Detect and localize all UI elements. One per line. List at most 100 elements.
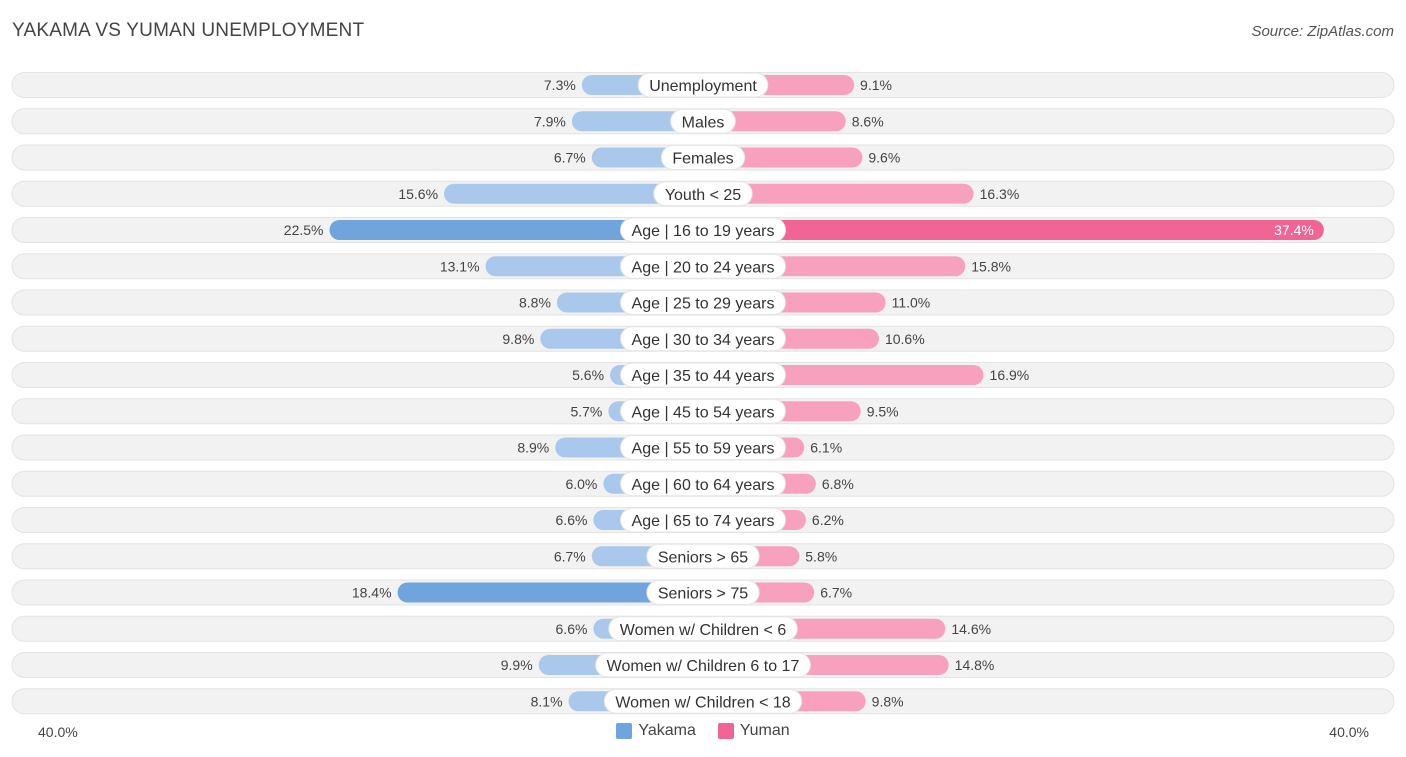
category-label: Age | 25 to 29 years: [632, 296, 775, 313]
chart-row: 8.1% 9.8% Women w/ Children < 18: [11, 688, 1395, 715]
legend-label-yakama: Yakama: [638, 722, 696, 739]
category-pill: [620, 326, 786, 352]
category-pill: [603, 688, 803, 714]
chart-row: 5.7% 9.5% Age | 45 to 54 years: [11, 398, 1395, 425]
bar-yakama[interactable]: [444, 183, 703, 204]
value-label-yuman: 14.8%: [955, 657, 995, 673]
value-label-yuman: 9.5%: [867, 403, 899, 419]
value-label-yakama: 6.6%: [556, 512, 588, 528]
chart-row: 7.9% 8.6% Males: [11, 108, 1395, 135]
chart-row: 18.4% 6.7% Seniors > 75: [11, 579, 1395, 606]
category-label: Women w/ Children < 6: [620, 622, 787, 639]
value-label-yakama: 5.6%: [572, 367, 604, 383]
legend-item-yuman[interactable]: Yuman: [717, 722, 790, 740]
category-pill: [595, 652, 811, 678]
chart-row: 6.6% 14.6% Women w/ Children < 6: [11, 615, 1395, 642]
chart-row: 13.1% 15.8% Age | 20 to 24 years: [11, 253, 1395, 280]
bar-yuman[interactable]: [703, 183, 974, 204]
value-label-yakama: 9.8%: [502, 331, 534, 347]
value-label-yuman: 14.6%: [951, 621, 991, 637]
category-pill: [646, 580, 760, 605]
category-pill: [646, 543, 760, 569]
category-label: Age | 16 to 19 years: [632, 223, 775, 240]
legend-label-yuman: Yuman: [739, 722, 790, 739]
value-label-yuman: 16.3%: [980, 186, 1020, 202]
category-label: Males: [682, 114, 725, 131]
category-pill: [620, 398, 786, 424]
source-label: Source: ZipAtlas.com: [1251, 23, 1394, 40]
value-label-yuman: 15.8%: [971, 258, 1011, 274]
category-label: Age | 55 to 59 years: [632, 441, 775, 458]
category-label: Females: [672, 151, 733, 168]
value-label-yuman: 6.7%: [820, 585, 852, 601]
value-label-yuman: 8.6%: [852, 113, 884, 129]
value-label-yakama: 6.0%: [565, 476, 597, 492]
value-label-yakama: 7.3%: [544, 77, 576, 93]
value-label-yakama: 9.9%: [501, 657, 533, 673]
category-label: Youth < 25: [665, 187, 741, 204]
category-label: Unemployment: [649, 78, 757, 95]
axis-label-right: 40.0%: [1329, 724, 1369, 740]
category-pill: [653, 181, 753, 207]
category-pill: [660, 145, 746, 170]
category-label: Seniors > 75: [658, 586, 748, 603]
category-label: Women w/ Children < 18: [615, 694, 790, 711]
bar-yakama[interactable]: [397, 582, 703, 603]
chart-row: 5.6% 16.9% Age | 35 to 44 years: [11, 362, 1395, 388]
value-label-yakama: 22.5%: [284, 222, 324, 238]
value-label-yuman: 9.6%: [868, 150, 900, 166]
chart-title: YAKAMA VS YUMAN UNEMPLOYMENT: [12, 20, 365, 41]
bar-yuman[interactable]: [703, 220, 1324, 240]
legend: Yakama Yuman: [0, 722, 1406, 740]
category-pill: [620, 471, 786, 497]
legend-item-yakama[interactable]: Yakama: [616, 722, 696, 740]
value-label-yuman: 11.0%: [892, 295, 931, 311]
category-pill: [620, 362, 786, 388]
category-label: Age | 20 to 24 years: [632, 259, 775, 276]
bar-yakama[interactable]: [571, 111, 703, 132]
category-label: Seniors > 65: [658, 549, 748, 566]
value-label-yakama: 7.9%: [534, 113, 566, 129]
bar-yakama[interactable]: [329, 220, 704, 240]
value-label-yuman: 6.2%: [812, 512, 844, 528]
bar-yuman[interactable]: [703, 111, 846, 132]
value-label-yuman: 5.8%: [805, 548, 837, 564]
value-label-yakama: 6.6%: [556, 621, 588, 637]
value-label-yakama: 15.6%: [398, 186, 438, 202]
value-label-yakama: 6.7%: [554, 548, 586, 564]
value-label-yakama: 5.7%: [570, 403, 602, 419]
value-label-yakama: 13.1%: [440, 258, 480, 274]
chart-row: 9.8% 10.6% Age | 30 to 34 years: [11, 325, 1395, 352]
category-pill: [620, 253, 786, 279]
category-pill: [608, 616, 798, 642]
value-label-yuman: 16.9%: [990, 367, 1030, 383]
chart-row: 6.7% 5.8% Seniors > 65: [11, 543, 1395, 570]
chart-row: 9.9% 14.8% Women w/ Children 6 to 17: [11, 652, 1395, 678]
category-label: Age | 45 to 54 years: [632, 404, 775, 421]
value-label-yuman: 9.1%: [860, 77, 892, 93]
chart-row: 8.9% 6.1% Age | 55 to 59 years: [11, 434, 1395, 461]
value-label-yakama: 6.7%: [554, 150, 586, 166]
value-label-yakama: 8.1%: [531, 693, 563, 709]
value-label-yuman: 10.6%: [885, 331, 925, 347]
category-label: Women w/ Children 6 to 17: [607, 658, 800, 675]
chart-row: 6.7% 9.6% Females: [11, 144, 1395, 171]
value-label-yuman: 37.4%: [1274, 222, 1314, 238]
chart-row: 7.3% 9.1% Unemployment: [11, 72, 1395, 98]
chart-row: 22.5% 37.4% Age | 16 to 19 years: [11, 217, 1395, 243]
chart-row: 6.0% 6.8% Age | 60 to 64 years: [11, 470, 1395, 497]
value-label-yuman: 9.8%: [872, 693, 904, 709]
value-label-yuman: 6.8%: [822, 476, 854, 492]
category-pill: [620, 507, 786, 533]
value-label-yuman: 6.1%: [810, 440, 842, 456]
category-label: Age | 60 to 64 years: [632, 477, 775, 494]
value-label-yakama: 8.8%: [519, 295, 551, 311]
chart-row: 6.6% 6.2% Age | 65 to 74 years: [11, 507, 1395, 533]
axis-label-left: 40.0%: [38, 724, 78, 740]
legend-swatch-yakama: [616, 723, 633, 739]
category-pill: [670, 108, 736, 134]
chart-row: 15.6% 16.3% Youth < 25: [11, 180, 1395, 207]
value-label-yakama: 8.9%: [517, 440, 549, 456]
category-pill: [637, 72, 769, 98]
